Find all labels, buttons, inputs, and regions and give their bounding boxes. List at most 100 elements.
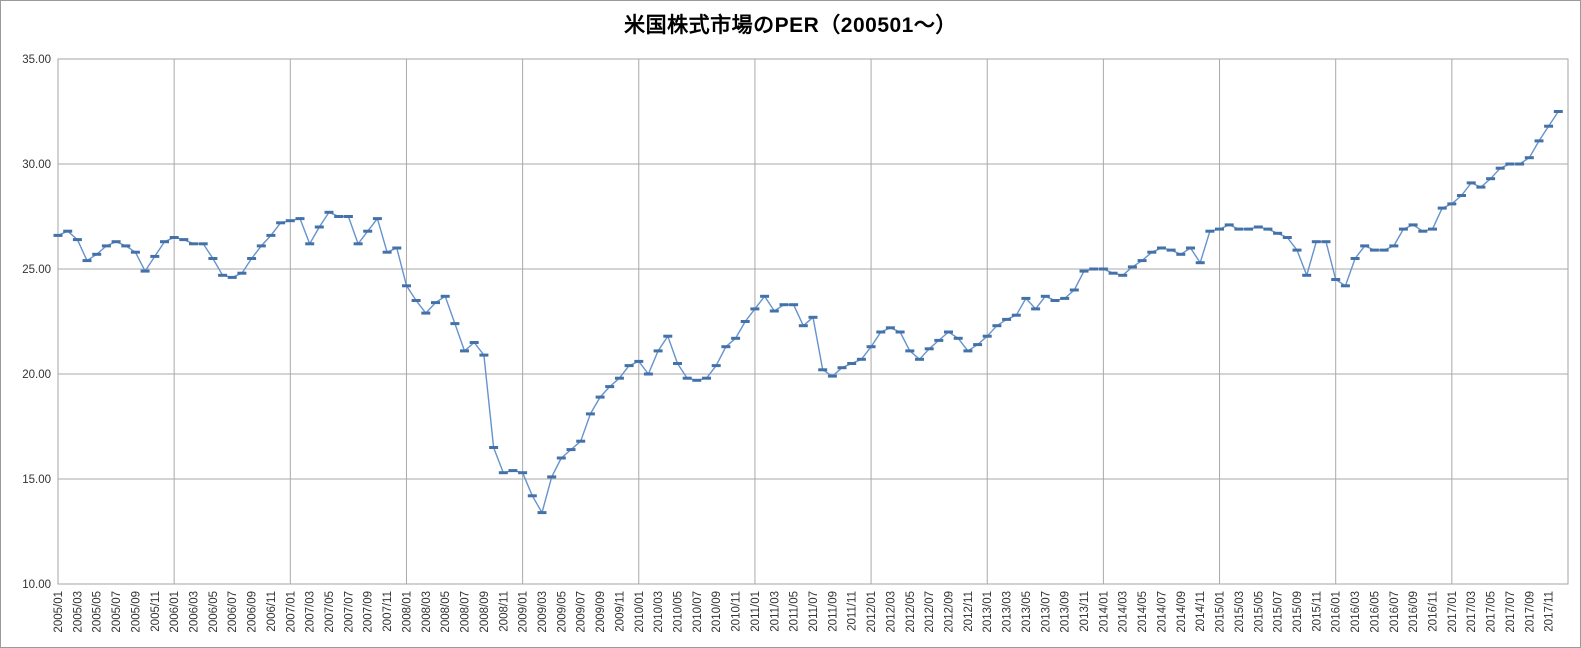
data-point-marker: [547, 475, 557, 479]
data-point-marker: [218, 273, 228, 277]
data-point-marker: [179, 238, 189, 242]
data-point-marker: [160, 240, 169, 244]
data-point-marker: [372, 217, 382, 221]
x-axis-tick-label: 2007/11: [382, 591, 394, 632]
x-axis-tick-label: 2006/01: [169, 591, 181, 633]
data-point-marker: [1215, 227, 1224, 231]
data-point-marker: [498, 471, 508, 475]
data-point-marker: [653, 349, 663, 353]
data-point-marker: [1311, 240, 1321, 244]
y-axis-tick-label: 30.00: [22, 159, 51, 171]
data-point-marker: [1534, 139, 1544, 143]
x-axis-tick-label: 2017/03: [1466, 591, 1478, 633]
data-point-marker: [1050, 299, 1060, 302]
x-axis-tick-label: 2014/11: [1195, 591, 1207, 632]
data-point-marker: [343, 215, 353, 218]
data-point-marker: [460, 349, 469, 353]
data-point-marker: [692, 378, 702, 382]
x-axis-tick-label: 2016/05: [1369, 591, 1381, 633]
x-axis-tick-label: 2008/01: [401, 591, 413, 633]
data-point-marker: [1263, 227, 1273, 231]
data-point-marker: [198, 242, 208, 246]
x-axis-tick-label: 2015/11: [1311, 591, 1323, 632]
x-axis-tick-label: 2013/05: [1021, 591, 1033, 633]
x-axis-tick-label: 2009/09: [595, 591, 607, 633]
x-axis-tick-label: 2015/07: [1273, 591, 1285, 633]
data-point-marker: [740, 320, 750, 323]
x-axis-tick-label: 2016/09: [1408, 591, 1420, 633]
data-point-marker: [469, 341, 479, 344]
data-point-marker: [856, 357, 866, 361]
data-point-marker: [169, 236, 179, 239]
data-point-marker: [1108, 271, 1118, 275]
x-axis-tick-label: 2006/11: [266, 591, 278, 632]
data-point-marker: [1457, 194, 1466, 197]
x-axis-tick-label: 2007/09: [363, 591, 375, 633]
x-axis-tick-label: 2010/07: [692, 591, 704, 633]
data-point-marker: [1418, 229, 1428, 233]
data-point-marker: [818, 368, 828, 372]
data-point-marker: [189, 242, 198, 246]
x-axis-tick-label: 2006/03: [189, 591, 201, 633]
data-point-marker: [673, 362, 682, 365]
data-point-marker: [421, 311, 431, 315]
data-point-marker: [353, 242, 363, 246]
data-point-marker: [276, 221, 286, 225]
data-point-marker: [934, 338, 944, 342]
x-axis-tick-label: 2009/07: [576, 591, 588, 633]
data-point-marker: [1176, 252, 1186, 256]
data-point-marker: [1244, 227, 1254, 231]
data-point-marker: [866, 345, 876, 349]
data-point-marker: [1447, 202, 1457, 206]
data-point-marker: [1205, 229, 1215, 233]
data-point-marker: [973, 343, 983, 347]
data-point-marker: [953, 336, 963, 340]
x-axis-tick-label: 2008/05: [440, 591, 452, 633]
data-point-marker: [1408, 223, 1418, 227]
data-point-marker: [527, 494, 537, 498]
data-point-marker: [595, 395, 605, 399]
data-point-marker: [411, 299, 421, 302]
data-point-marker: [798, 324, 808, 328]
data-point-marker: [779, 303, 789, 307]
data-point-marker: [1079, 269, 1089, 273]
x-axis-tick-label: 2007/01: [285, 591, 297, 633]
data-point-marker: [1127, 265, 1137, 269]
data-point-marker: [1321, 240, 1331, 244]
x-axis-tick-label: 2017/11: [1544, 591, 1556, 632]
x-axis-tick-label: 2016/07: [1389, 591, 1401, 633]
x-axis-tick-label: 2009/01: [518, 591, 530, 633]
data-point-marker: [92, 252, 102, 256]
plot-area-border: [57, 58, 1569, 585]
data-point-marker: [363, 229, 373, 233]
data-point-marker: [479, 353, 489, 357]
x-axis-tick-label: 2008/07: [460, 591, 472, 633]
data-point-marker: [789, 303, 799, 307]
data-point-marker: [1437, 206, 1447, 210]
data-point-marker: [1060, 296, 1070, 300]
x-axis-tick-label: 2012/11: [963, 591, 975, 632]
data-point-marker: [150, 254, 160, 258]
x-axis-tick-label: 2013/09: [1060, 591, 1072, 633]
x-axis-tick-label: 2011/03: [769, 591, 781, 632]
x-axis-tick-label: 2007/03: [305, 591, 317, 633]
data-point-marker: [101, 244, 111, 248]
data-point-marker: [1302, 273, 1312, 277]
data-point-marker: [1331, 278, 1341, 281]
data-point-marker: [585, 412, 595, 416]
x-axis-tick-label: 2010/03: [653, 591, 665, 633]
data-point-marker: [885, 326, 895, 330]
x-axis-tick-label: 2015/05: [1253, 591, 1265, 633]
data-point-marker: [876, 330, 886, 334]
data-point-marker: [1505, 162, 1515, 166]
per-series-line: [57, 111, 1559, 514]
x-axis-tick-label: 2006/09: [247, 591, 259, 633]
data-point-marker: [537, 511, 547, 515]
x-axis-tick-label: 2008/09: [479, 591, 491, 633]
data-point-marker: [334, 215, 344, 218]
data-point-marker: [760, 294, 770, 298]
y-axis-tick-label: 25.00: [22, 264, 51, 276]
data-point-marker: [808, 315, 818, 319]
data-point-marker: [1486, 177, 1496, 181]
